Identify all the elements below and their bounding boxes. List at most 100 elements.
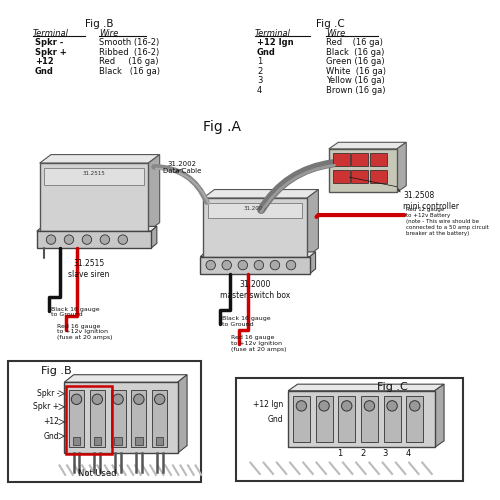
Circle shape [46,235,56,244]
Text: Fig .C: Fig .C [316,20,345,30]
Circle shape [113,394,124,404]
Text: 31.2000
master switch box: 31.2000 master switch box [220,280,290,299]
Text: White  (16 ga): White (16 ga) [326,66,386,76]
Bar [361,396,378,442]
Polygon shape [288,384,444,391]
Polygon shape [40,154,160,163]
Bar [384,396,400,442]
Bar [332,152,349,166]
Polygon shape [434,384,444,448]
Text: 1: 1 [338,450,343,458]
Polygon shape [151,226,157,248]
Circle shape [206,260,216,270]
Text: Spkr +: Spkr + [35,48,66,57]
Text: Spkr +: Spkr + [34,402,60,411]
Text: Gnd: Gnd [268,414,283,424]
Polygon shape [310,252,316,274]
Text: +12: +12 [35,58,54,66]
Text: Terminal: Terminal [33,29,69,38]
Text: 31.2515: 31.2515 [82,170,105,175]
Bar [208,203,302,218]
Polygon shape [64,374,187,382]
Circle shape [118,235,128,244]
Text: 1: 1 [257,58,262,66]
Bar [352,170,368,183]
Circle shape [410,400,420,411]
Bar [64,382,178,453]
Text: 2: 2 [360,450,366,458]
Polygon shape [397,142,406,192]
Text: 3: 3 [383,450,388,458]
Bar [40,163,148,231]
Text: Ribbed  (16-2): Ribbed (16-2) [99,48,160,57]
Circle shape [319,400,330,411]
Circle shape [342,400,352,411]
Bar [132,390,146,446]
Text: Red     (16 ga): Red (16 ga) [99,58,158,66]
Bar [332,170,349,183]
Text: Spkr -: Spkr - [35,38,64,48]
Text: 31.2508
mini controller: 31.2508 mini controller [404,192,460,211]
Circle shape [222,260,232,270]
Text: +12 Ign: +12 Ign [253,400,284,408]
Text: Fig .B: Fig .B [42,366,72,376]
Bar [200,256,310,274]
Text: Spkr -: Spkr - [37,389,60,398]
Circle shape [100,235,110,244]
Text: Gnd: Gnd [257,48,276,57]
Text: Yellow (16 ga): Yellow (16 ga) [326,76,384,85]
Text: +12 Ign: +12 Ign [257,38,294,48]
Text: 4: 4 [257,86,262,94]
Text: Red 12 gauge
to +12v Battery
(note - This wire should be
connected to a 50 amp c: Red 12 gauge to +12v Battery (note - Thi… [406,208,489,236]
Text: Red 16 gauge
to +12v Ignition
(fuse at 20 amps): Red 16 gauge to +12v Ignition (fuse at 2… [232,335,287,351]
Bar [152,390,167,446]
Bar [37,231,151,248]
Text: 2: 2 [257,66,262,76]
Circle shape [92,394,102,404]
Circle shape [254,260,264,270]
Polygon shape [148,154,160,231]
Bar [406,396,424,442]
Circle shape [387,400,398,411]
Text: Terminal: Terminal [255,29,291,38]
Bar [44,168,144,185]
Bar [135,437,142,444]
Text: Wire: Wire [326,29,345,38]
Bar [69,390,84,446]
Text: Brown (16 ga): Brown (16 ga) [326,86,386,94]
Text: Black 16 gauge
to Ground: Black 16 gauge to Ground [51,306,100,318]
Circle shape [270,260,280,270]
Circle shape [364,400,374,411]
Circle shape [286,260,296,270]
Text: Fig .A: Fig .A [203,120,241,134]
Text: 31.2515
slave siren: 31.2515 slave siren [68,260,110,279]
Text: Wire: Wire [99,29,118,38]
Text: 31.2002
Data Cable: 31.2002 Data Cable [163,161,202,174]
Polygon shape [203,190,318,198]
Text: Black 16 gauge
to Ground: Black 16 gauge to Ground [222,316,270,327]
Bar [293,396,310,442]
Circle shape [238,260,248,270]
Circle shape [82,235,92,244]
Text: Black  (16 ga): Black (16 ga) [326,48,384,57]
Text: 4: 4 [406,450,411,458]
Polygon shape [37,226,157,231]
Bar [8,362,201,482]
Bar [114,437,122,444]
Polygon shape [307,190,318,256]
Polygon shape [178,374,187,453]
Circle shape [72,394,82,404]
Polygon shape [329,142,406,149]
Text: Gnd: Gnd [35,66,54,76]
Circle shape [134,394,144,404]
Bar [203,198,307,256]
Bar [338,396,355,442]
Bar [72,437,80,444]
Circle shape [154,394,165,404]
Circle shape [64,235,74,244]
Bar [236,378,463,482]
Text: Fig .C: Fig .C [376,382,408,392]
Bar [329,149,397,192]
Bar [288,391,434,448]
Text: Not Used: Not Used [78,469,116,478]
